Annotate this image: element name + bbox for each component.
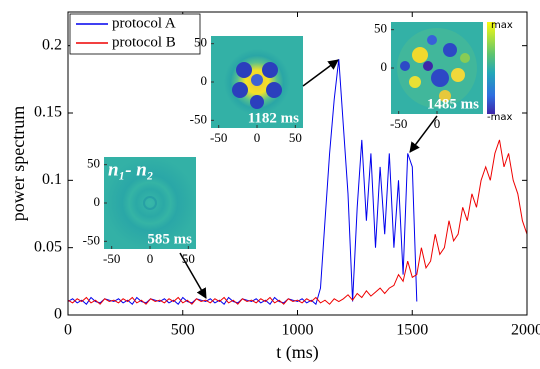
inset-time-label: 1182 ms bbox=[248, 110, 299, 126]
inset-time-label: 1485 ms bbox=[427, 96, 479, 112]
inset-x-tick-label: -50 bbox=[390, 116, 407, 131]
y-tick-label: 0.1 bbox=[42, 171, 62, 188]
colorbar-label: -max bbox=[487, 112, 512, 123]
inset-y-tick-label: 0 bbox=[381, 59, 388, 74]
inset-image-3 bbox=[391, 22, 495, 114]
inset-image-2 bbox=[211, 36, 303, 128]
inset-y-tick-label: 50 bbox=[87, 156, 100, 171]
x-tick-label: 500 bbox=[171, 322, 195, 339]
y-tick-label: 0.05 bbox=[34, 238, 62, 255]
inset-y-tick-label: -50 bbox=[83, 232, 100, 247]
inset-x-tick-label: 50 bbox=[182, 251, 195, 266]
y-tick-label: 0 bbox=[54, 306, 62, 323]
insets: -50 0 50 50 0 -50 585 ms n₁- n₂ -50 0 50 50 0 -50 1182… bbox=[83, 20, 513, 266]
inset-x-tick-label: 0 bbox=[434, 116, 441, 131]
inset-title: n₁- n₂ bbox=[108, 159, 153, 180]
x-tick-label: 1000 bbox=[282, 322, 314, 339]
legend-label: protocol A bbox=[112, 15, 176, 31]
colorbar-label: max bbox=[491, 20, 513, 31]
series-line bbox=[67, 139, 528, 305]
y-axis-label: power spectrum bbox=[8, 106, 28, 221]
x-axis-label: t (ms) bbox=[276, 342, 319, 363]
inset-y-tick-label: -50 bbox=[190, 111, 207, 126]
inset-y-tick-label: 50 bbox=[374, 21, 387, 36]
inset-time-label: 585 ms bbox=[147, 231, 192, 247]
inset-image-1 bbox=[104, 157, 196, 249]
arrow bbox=[409, 115, 438, 153]
y-tick-label: 0.15 bbox=[34, 104, 62, 121]
arrow bbox=[302, 59, 339, 87]
x-tick-label: 2000 bbox=[511, 322, 540, 339]
x-tick-label: 0 bbox=[64, 322, 72, 339]
inset-x-tick-label: 0 bbox=[147, 251, 154, 266]
y-tick-label: 0.2 bbox=[42, 36, 62, 53]
legend-box bbox=[69, 13, 201, 55]
inset-x-tick-label: -50 bbox=[103, 251, 120, 266]
inset-x-tick-label: 50 bbox=[289, 130, 302, 145]
inset-y-tick-label: 0 bbox=[94, 194, 101, 209]
legend-label: protocol B bbox=[112, 34, 176, 50]
arrow bbox=[179, 252, 207, 299]
inset-x-tick-label: 0 bbox=[254, 130, 261, 145]
x-tick-label: 1500 bbox=[396, 322, 428, 339]
inset-y-tick-label: 0 bbox=[201, 73, 208, 88]
inset-y-tick-label: 50 bbox=[194, 35, 207, 50]
inset-x-tick-label: -50 bbox=[210, 130, 227, 145]
